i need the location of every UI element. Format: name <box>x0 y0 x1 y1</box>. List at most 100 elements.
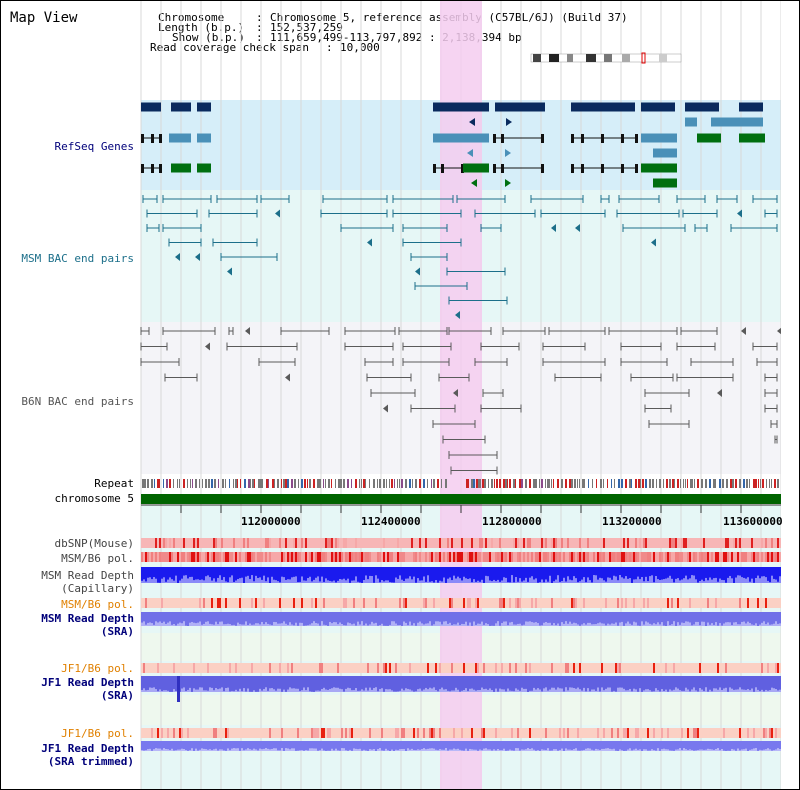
gene-arrow[interactable] <box>467 149 473 157</box>
depth-bar <box>647 741 649 751</box>
gene-exon[interactable] <box>159 164 162 173</box>
gene-arrow[interactable] <box>506 118 512 126</box>
label-jf1-depth-sra[interactable]: JF1 Read Depth <box>41 676 134 689</box>
b6n-bac-pair-end[interactable] <box>717 389 722 397</box>
b6n-bac-pair-end[interactable] <box>205 342 210 351</box>
gene-exon[interactable] <box>635 134 638 143</box>
gene-exon[interactable] <box>697 133 721 143</box>
gene-exon[interactable] <box>581 134 584 143</box>
gene-exon[interactable] <box>711 117 763 127</box>
label-dbsnp[interactable]: dbSNP(Mouse) <box>54 537 134 550</box>
label-repeat[interactable]: Repeat <box>94 477 134 490</box>
heat-cell <box>567 663 569 673</box>
gene-exon[interactable] <box>541 164 544 173</box>
gene-exon[interactable] <box>197 102 211 112</box>
label-msm-b6-pol-2[interactable]: MSM/B6 pol. <box>61 598 134 611</box>
gene-arrow[interactable] <box>471 179 477 187</box>
msm-bac-pair-end[interactable] <box>175 253 180 261</box>
msm-bac-pair-end[interactable] <box>455 311 460 319</box>
gene-exon[interactable] <box>495 102 545 112</box>
b6n-bac-pair-end[interactable] <box>777 327 782 335</box>
label-jf1-depth-trimmed[interactable]: JF1 Read Depth <box>41 742 134 755</box>
msm-bac-pair-end[interactable] <box>275 209 280 218</box>
b6n-bac-pair-end[interactable] <box>285 373 290 382</box>
chromosome-ideogram[interactable] <box>530 52 682 64</box>
label-jf1-b6-pol[interactable]: JF1/B6 pol. <box>61 662 134 675</box>
gene-exon[interactable] <box>171 102 191 112</box>
gene-exon[interactable] <box>463 163 489 173</box>
gene-exon[interactable] <box>541 134 544 143</box>
b6n-bac-track[interactable] <box>140 327 782 475</box>
msm-bac-pair-end[interactable] <box>415 267 420 276</box>
gene-exon[interactable] <box>501 134 504 143</box>
gene-exon[interactable] <box>635 164 638 173</box>
label-msm-b6-pol[interactable]: MSM/B6 pol. <box>61 552 134 565</box>
msm-bac-track[interactable] <box>142 195 778 319</box>
gene-exon[interactable] <box>501 164 504 173</box>
heat-cell <box>629 538 631 548</box>
label-jf1-b6-pol-2[interactable]: JF1/B6 pol. <box>61 727 134 740</box>
gene-exon[interactable] <box>601 134 604 143</box>
label-refseq-genes[interactable]: RefSeq Genes <box>54 140 134 153</box>
gene-exon[interactable] <box>433 133 489 143</box>
gene-exon[interactable] <box>197 163 211 173</box>
highlight-region[interactable] <box>440 1 482 789</box>
heat-cell <box>155 538 157 548</box>
refseq-genes-track[interactable] <box>141 102 765 188</box>
gene-exon[interactable] <box>441 164 444 173</box>
gene-exon[interactable] <box>493 164 496 173</box>
gene-exon[interactable] <box>653 148 677 158</box>
msm-bac-pair-end[interactable] <box>737 209 742 218</box>
gene-exon[interactable] <box>641 163 677 173</box>
label-msm-bac[interactable]: MSM BAC end pairs <box>21 252 134 265</box>
chromosome-bar[interactable] <box>141 494 781 504</box>
msm-bac-pair-end[interactable] <box>551 224 556 232</box>
gene-exon[interactable] <box>621 134 624 143</box>
gene-exon[interactable] <box>461 164 464 173</box>
gene-exon[interactable] <box>141 134 144 143</box>
gene-exon[interactable] <box>197 133 211 143</box>
gene-exon[interactable] <box>571 164 574 173</box>
gene-exon[interactable] <box>641 102 675 112</box>
msm-bac-pair-end[interactable] <box>367 238 372 247</box>
gene-arrow[interactable] <box>505 149 511 157</box>
gene-exon[interactable] <box>433 102 489 112</box>
label-chromosome[interactable]: chromosome 5 <box>54 492 134 505</box>
gene-exon[interactable] <box>685 102 719 112</box>
gene-exon[interactable] <box>685 117 697 127</box>
msm-bac-pair-end[interactable] <box>227 267 232 276</box>
gene-exon[interactable] <box>581 164 584 173</box>
msm-bac-pair-end[interactable] <box>651 238 656 247</box>
gene-exon[interactable] <box>159 134 162 143</box>
gene-exon[interactable] <box>151 164 154 173</box>
gene-exon[interactable] <box>571 102 635 112</box>
gene-arrow[interactable] <box>505 179 511 187</box>
msm-bac-pair-end[interactable] <box>575 224 580 232</box>
b6n-bac-pair-end[interactable] <box>453 389 458 397</box>
msm-bac-pair-end[interactable] <box>195 253 200 261</box>
label-b6n-bac[interactable]: B6N BAC end pairs <box>21 395 134 408</box>
gene-exon[interactable] <box>141 102 161 112</box>
b6n-bac-pair-end[interactable] <box>741 327 746 335</box>
b6n-bac-pair-end[interactable] <box>245 327 250 335</box>
label-msm-depth-sra[interactable]: MSM Read Depth <box>41 612 134 625</box>
depth-bar <box>395 676 397 692</box>
b6n-bac-pair-end[interactable] <box>383 404 388 413</box>
gene-exon[interactable] <box>171 163 191 173</box>
gene-exon[interactable] <box>653 178 677 188</box>
gene-exon[interactable] <box>739 133 765 143</box>
gene-exon[interactable] <box>169 133 191 143</box>
gene-exon[interactable] <box>571 134 574 143</box>
gene-arrow[interactable] <box>469 118 475 126</box>
label-msm-depth-capillary[interactable]: MSM Read Depth <box>41 569 134 582</box>
gene-exon[interactable] <box>493 134 496 143</box>
gene-exon[interactable] <box>739 102 763 112</box>
gene-exon[interactable] <box>433 164 436 173</box>
gene-exon[interactable] <box>641 133 677 143</box>
gene-exon[interactable] <box>141 164 144 173</box>
gene-exon[interactable] <box>151 134 154 143</box>
gene-exon[interactable] <box>621 164 624 173</box>
gene-exon[interactable] <box>601 164 604 173</box>
depth-bar <box>313 612 315 622</box>
